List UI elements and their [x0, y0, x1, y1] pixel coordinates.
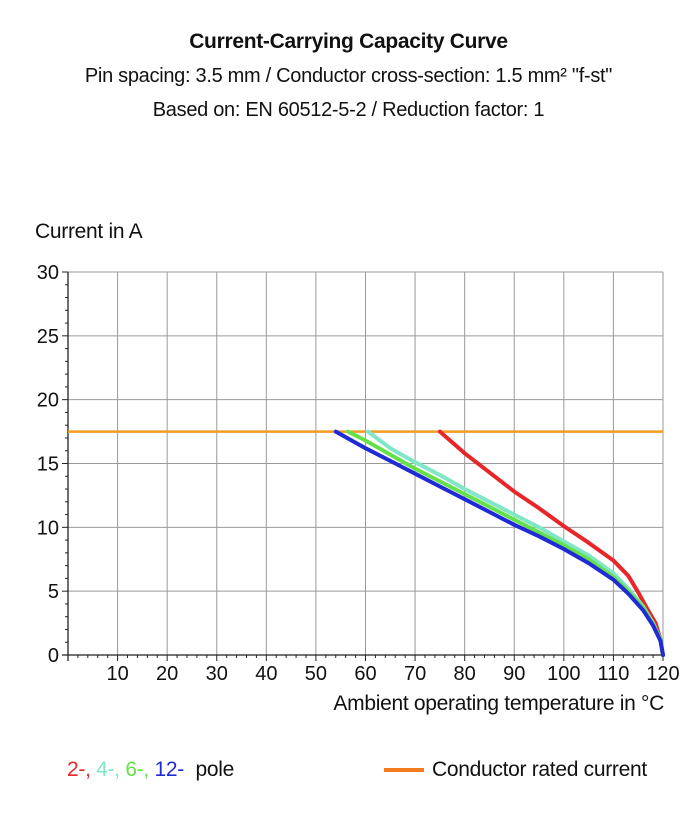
legend-rated: Conductor rated current	[384, 758, 647, 782]
y-tick-label-15: 15	[37, 454, 59, 476]
y-tick-label-30: 30	[37, 262, 59, 284]
chart-subtitle-line-1: Pin spacing: 3.5 mm / Conductor cross-se…	[84, 65, 613, 87]
x-tick-label-70: 70	[404, 663, 426, 685]
x-tick-label-40: 40	[255, 663, 277, 685]
legend-pole-suffix: pole	[195, 758, 234, 781]
chart-title: Current-Carrying Capacity Curve	[189, 30, 508, 53]
y-tick-label-25: 25	[37, 326, 59, 348]
series-line-2-pole	[437, 429, 665, 657]
tick-labels: 0 5 10 15 20 25 30 10 20 30 40 50 60 70 80 90 100 110 120	[37, 262, 680, 685]
axes	[62, 271, 664, 661]
grid	[68, 271, 664, 655]
x-tick-label-120: 120	[646, 663, 679, 685]
legend-pole-12: 12-	[154, 758, 184, 781]
chart-subtitle-line-2: Based on: EN 60512-5-2 / Reduction facto…	[152, 99, 545, 121]
y-tick-label-10: 10	[37, 517, 59, 539]
x-tick-label-10: 10	[106, 663, 128, 685]
series-line-12-pole	[333, 429, 665, 657]
series-group	[333, 429, 665, 657]
x-tick-label-100: 100	[547, 663, 580, 685]
x-tick-label-90: 90	[503, 663, 525, 685]
legend-pole-2: 2-,	[67, 758, 91, 781]
legend-pole-6: 6-,	[125, 758, 149, 781]
x-axis-label: Ambient operating temperature in °C	[333, 692, 664, 715]
x-tick-label-50: 50	[305, 663, 327, 685]
legend-rated-swatch	[384, 768, 424, 772]
legend-pole-4: 4-,	[96, 758, 120, 781]
legend-rated-label: Conductor rated current	[432, 758, 647, 781]
x-tick-label-80: 80	[454, 663, 476, 685]
y-tick-label-0: 0	[48, 645, 59, 667]
x-tick-label-110: 110	[597, 663, 629, 685]
x-tick-label-20: 20	[156, 663, 178, 685]
y-tick-label-5: 5	[48, 581, 59, 603]
x-tick-label-30: 30	[206, 663, 228, 685]
x-tick-label-60: 60	[354, 663, 376, 685]
y-tick-label-20: 20	[37, 390, 59, 412]
legend-poles: 2-, 4-, 6-, 12- pole	[67, 758, 234, 782]
y-axis-label: Current in A	[35, 220, 143, 243]
